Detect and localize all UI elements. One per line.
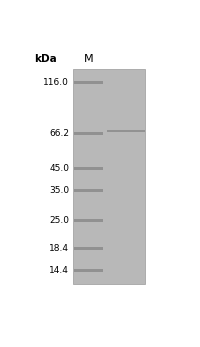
Text: kDa: kDa: [35, 53, 57, 64]
Bar: [74, 82, 102, 84]
Text: 35.0: 35.0: [49, 186, 69, 195]
Bar: [74, 269, 102, 272]
Text: 45.0: 45.0: [49, 163, 69, 172]
Bar: [74, 167, 102, 169]
Text: 25.0: 25.0: [49, 217, 69, 226]
Text: 14.4: 14.4: [49, 266, 69, 275]
Bar: [107, 130, 145, 132]
Bar: [74, 219, 102, 222]
Bar: [74, 132, 102, 135]
Bar: [74, 247, 102, 250]
Bar: [74, 189, 102, 192]
Bar: [73, 69, 145, 284]
Text: 66.2: 66.2: [49, 129, 69, 138]
Text: 18.4: 18.4: [49, 244, 69, 253]
Text: 116.0: 116.0: [43, 78, 69, 87]
Text: M: M: [84, 53, 93, 64]
